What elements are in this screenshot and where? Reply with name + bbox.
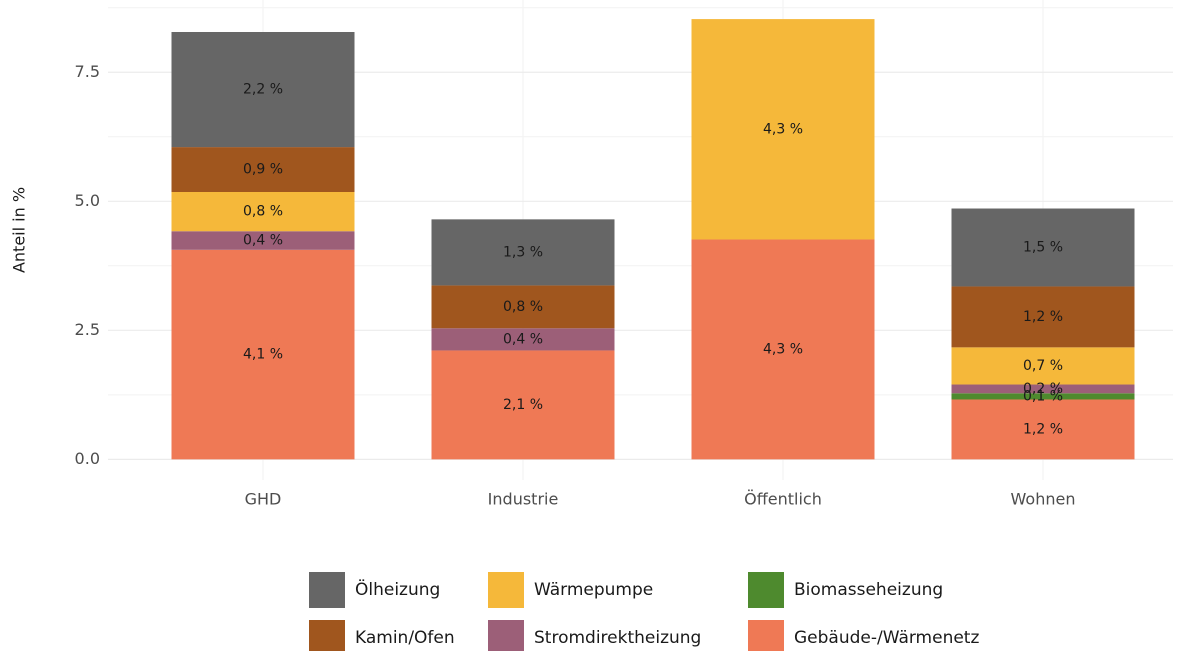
legend-swatch: [748, 572, 784, 608]
bar-segment: [171, 231, 355, 250]
value-label: 0,7 %: [1023, 358, 1063, 374]
value-label: 0,1 %: [1023, 388, 1063, 404]
value-label: 2,2 %: [243, 82, 283, 98]
y-tick-label: 5.0: [75, 191, 100, 210]
legend-label: Kamin/Ofen: [355, 628, 455, 648]
legend-label: Wärmepumpe: [534, 580, 653, 600]
legend-label: Gebäude-/Wärmenetz: [794, 628, 979, 648]
value-label: 0,9 %: [243, 162, 283, 178]
value-label: 1,2 %: [1023, 309, 1063, 325]
bar-segment: [171, 147, 355, 192]
bar-segment: [431, 285, 615, 329]
bar-segment: [431, 219, 615, 286]
value-label: 0,2 %: [1023, 381, 1063, 397]
legend-swatch: [748, 620, 784, 651]
legend-label: Stromdirektheizung: [534, 628, 701, 648]
bar-segment: [951, 393, 1135, 400]
bar-segment: [951, 286, 1135, 348]
y-tick-label: 0.0: [75, 449, 100, 468]
bar-segment: [431, 350, 615, 460]
value-label: 2,1 %: [503, 397, 543, 413]
value-label: 0,8 %: [243, 204, 283, 220]
bar-segment: [951, 347, 1135, 385]
bar-segment: [691, 239, 875, 460]
value-label: 1,3 %: [503, 244, 543, 260]
x-tick-label: Industrie: [488, 490, 559, 509]
legend-swatch: [488, 572, 524, 608]
y-tick-label: 2.5: [75, 320, 100, 339]
value-label: 0,4 %: [243, 233, 283, 249]
value-label: 4,3 %: [763, 341, 803, 357]
bar-segment: [171, 192, 355, 232]
bar-segment: [951, 399, 1135, 460]
value-label: 1,5 %: [1023, 239, 1063, 255]
legend-swatch: [309, 620, 345, 651]
bar-segment: [171, 32, 355, 148]
value-label: 4,1 %: [243, 347, 283, 363]
bar-segment: [691, 19, 875, 240]
x-tick-label: Öffentlich: [744, 490, 822, 509]
x-tick-label: GHD: [245, 490, 282, 509]
legend-label: Biomasseheizung: [794, 580, 943, 600]
legend-swatch: [488, 620, 524, 651]
y-axis-label: Anteil in %: [10, 187, 29, 273]
y-tick-label: 7.5: [75, 62, 100, 81]
bar-segment: [171, 249, 355, 460]
bar-segment: [951, 384, 1135, 394]
value-label: 1,2 %: [1023, 421, 1063, 437]
value-label: 0,8 %: [503, 299, 543, 315]
value-label: 4,3 %: [763, 121, 803, 137]
bar-segment: [951, 208, 1135, 287]
legend-swatch: [309, 572, 345, 608]
bar-segment: [431, 328, 615, 351]
x-tick-label: Wohnen: [1011, 490, 1076, 509]
legend-label: Ölheizung: [355, 578, 440, 600]
value-label: 0,4 %: [503, 331, 543, 347]
